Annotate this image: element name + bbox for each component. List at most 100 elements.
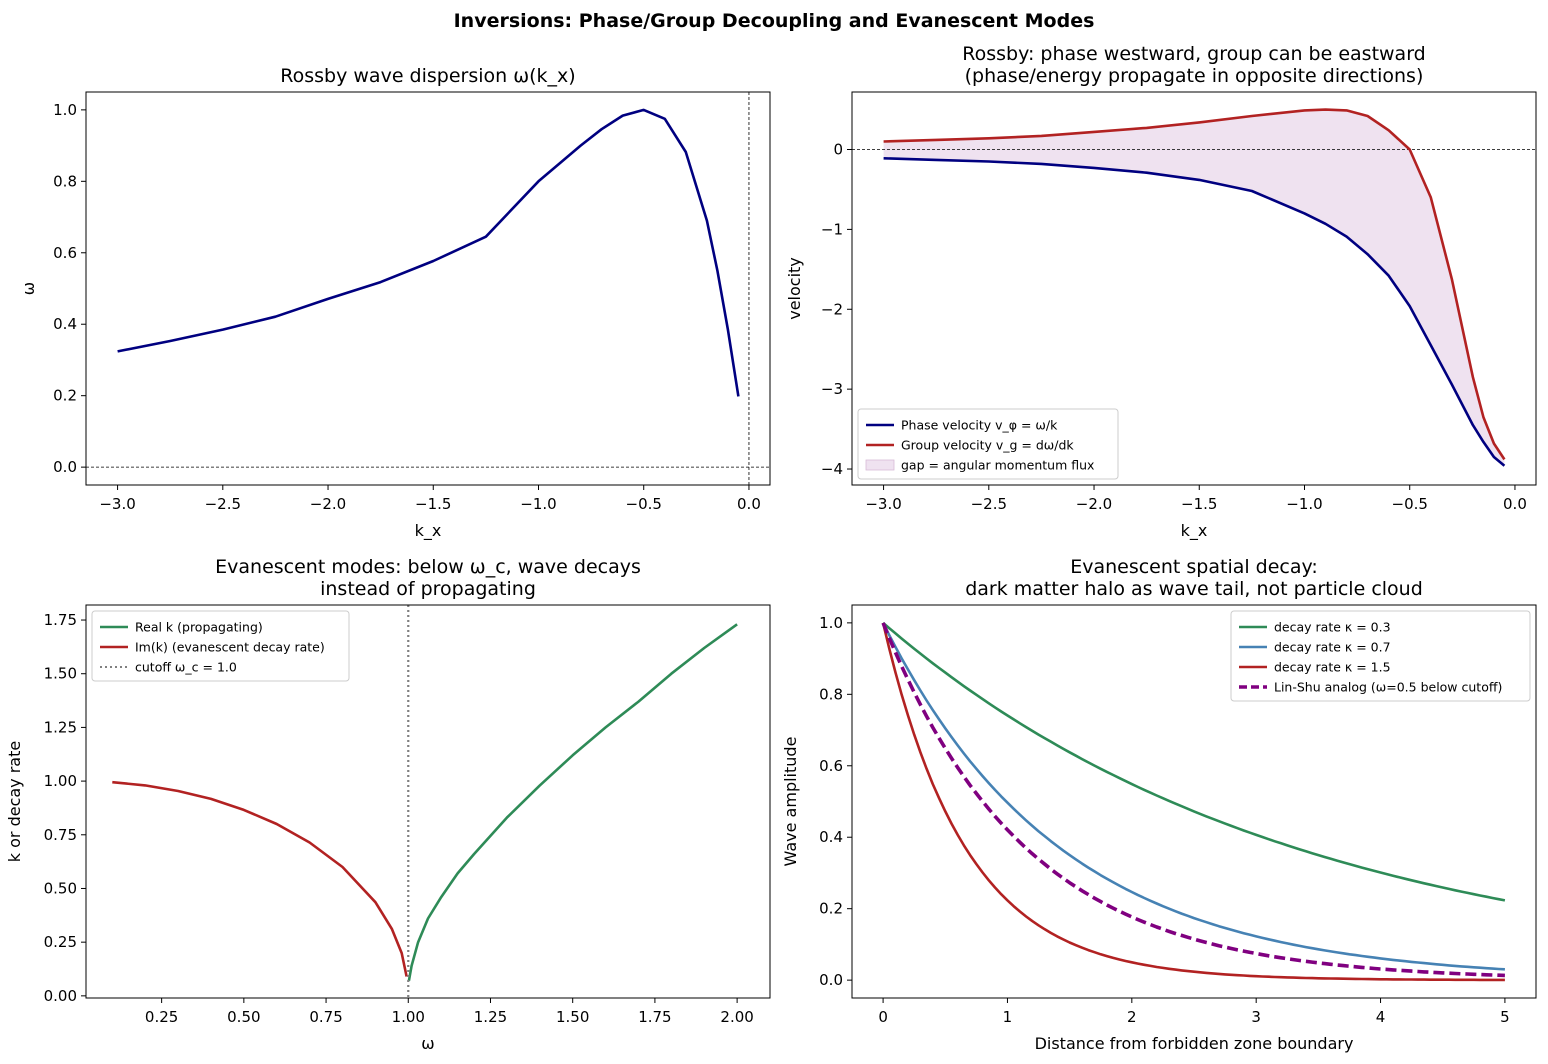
y-tick-label: 0.4 [819,828,843,846]
y-tick-label: 1.0 [819,614,843,632]
x-axis-label: Distance from forbidden zone boundary [1035,1034,1354,1053]
legend-label: gap = angular momentum flux [901,458,1094,473]
figure-suptitle: Inversions: Phase/Group Decoupling and E… [454,10,1095,32]
y-tick-label: 1.25 [44,718,77,736]
legend: Phase velocity v_φ = ω/k Group velocity v… [857,408,1119,480]
x-tick-label: 4 [1376,1008,1386,1026]
x-tick-label: 1 [1003,1008,1013,1026]
y-tick-label: 1.50 [44,665,77,683]
panel-subtitle: dark matter halo as wave tail, not parti… [965,578,1423,600]
legend-label: Lin-Shu analog (ω=0.5 below cutoff) [1274,680,1502,695]
x-tick-label: −0.5 [1392,495,1428,513]
y-tick-label: 0.75 [44,826,77,844]
legend-box [857,408,1119,480]
panel-evanescent-modes: Evanescent modes: below ω_c, wave decays… [5,556,771,1053]
series-line-0 [407,623,738,982]
x-tick-label: 0.75 [309,1008,342,1026]
x-tick-label: 1.75 [638,1008,671,1026]
x-tick-label: 0 [878,1008,888,1026]
legend-label: Phase velocity v_φ = ω/k [901,418,1058,433]
y-tick-label: 0.2 [819,900,843,918]
x-tick-label: 1.50 [556,1008,589,1026]
x-tick-label: 3 [1251,1008,1261,1026]
y-axis-label: Wave amplitude [781,737,800,867]
series-line-0 [883,157,1506,467]
legend-swatch-patch [865,459,895,471]
y-tick-label: 0.6 [819,757,843,775]
legend-label: Group velocity v_g = dω/dk [901,438,1074,453]
y-tick-label: −1 [821,220,843,238]
y-tick-label: 1.00 [44,772,77,790]
legend-label: cutoff ω_c = 1.0 [135,660,237,675]
y-tick-label: 0.2 [53,387,77,405]
x-tick-label: 0.0 [737,495,761,513]
x-tick-label: −1.0 [520,495,556,513]
axes-frame [851,604,1537,999]
panel-subtitle: (phase/energy propagate in opposite dire… [965,65,1424,87]
x-tick-label: 0.25 [145,1008,178,1026]
series-line-2 [881,622,1505,982]
axes-frame [85,604,771,999]
x-tick-label: 0.0 [1503,495,1527,513]
legend-label: decay rate κ = 0.7 [1274,640,1391,655]
y-tick-label: −4 [821,460,843,478]
legend-box [1230,610,1531,702]
x-tick-label: −1.5 [1181,495,1217,513]
x-tick-label: 1.25 [474,1008,507,1026]
legend-label: Real k (propagating) [135,620,263,635]
x-tick-label: −0.5 [626,495,662,513]
x-tick-label: −2.0 [1076,495,1112,513]
axes-frame [85,91,771,486]
y-tick-label: 0.8 [819,685,843,703]
y-tick-label: 0.0 [819,971,843,989]
x-tick-label: 0.50 [227,1008,260,1026]
y-tick-label: 0.4 [53,315,77,333]
legend: decay rate κ = 0.3 decay rate κ = 0.7 deca… [1230,610,1531,702]
panel-spatial-decay: Evanescent spatial decay:dark matter hal… [781,556,1537,1053]
x-tick-label: −2.0 [310,495,346,513]
panel-title: Rossby wave dispersion ω(k_x) [280,65,575,87]
series-line-1 [112,780,408,977]
x-tick-label: 2 [1127,1008,1137,1026]
x-tick-label: −3.0 [99,495,135,513]
y-tick-label: 1.0 [53,101,77,119]
panel-rossby-dispersion: Rossby wave dispersion ω(k_x) −3.0 −2.5 −2.… [19,65,771,541]
y-tick-label: −2 [821,300,843,318]
y-axis-label: velocity [785,257,804,320]
series-line-3 [881,622,1505,978]
y-tick-label: 1.75 [44,611,77,629]
series-line-0 [117,108,740,397]
legend-label: Im(k) (evanescent decay rate) [135,640,325,655]
panel-title: Evanescent spatial decay: [1070,556,1318,578]
y-tick-label: 0.6 [53,244,77,262]
x-tick-label: −1.5 [415,495,451,513]
legend: Real k (propagating) Im(k) (evanescent de… [91,610,350,682]
axes-frame [851,91,1537,486]
panel-title: Rossby: phase westward, group can be eas… [962,43,1425,65]
y-tick-label: −3 [821,380,843,398]
y-tick-label: 0.8 [53,172,77,190]
y-tick-label: 0.0 [53,458,77,476]
series-line-1 [883,108,1506,461]
y-axis-label: k or decay rate [5,741,24,862]
panel-subtitle: instead of propagating [320,578,536,600]
x-tick-label: −1.0 [1286,495,1322,513]
x-axis-label: ω [421,1034,434,1053]
series-line-1 [881,622,1505,971]
series-line-0 [882,621,1506,902]
x-tick-label: −2.5 [971,495,1007,513]
panel-phase-group-velocity: Rossby: phase westward, group can be eas… [785,43,1537,541]
x-tick-label: −2.5 [205,495,241,513]
gap-fill-area [883,109,1505,466]
x-tick-label: −3.0 [865,495,901,513]
panel-title: Evanescent modes: below ω_c, wave decays [215,556,641,578]
x-axis-label: k_x [415,521,442,541]
y-tick-label: 0.50 [44,879,77,897]
legend-box [91,610,350,682]
y-axis-label: ω [19,282,38,295]
y-tick-label: 0.00 [44,987,77,1005]
x-tick-label: 2.00 [720,1008,753,1026]
x-axis-label: k_x [1181,521,1208,541]
y-tick-label: 0.25 [44,933,77,951]
